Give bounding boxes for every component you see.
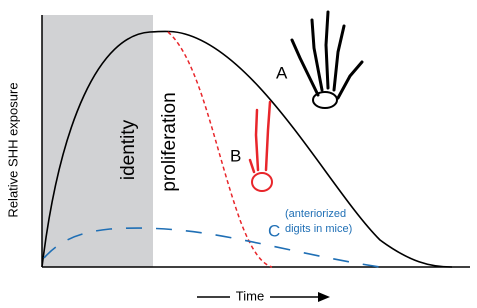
y-axis-label: Relative SHH exposure	[5, 82, 20, 217]
hand-b-icon	[250, 102, 272, 191]
arrow-head	[318, 292, 330, 302]
region-label: identity	[118, 119, 139, 180]
curve-note: digits in mice)	[285, 223, 352, 235]
hand-a-icon	[292, 12, 362, 108]
curve-label: B	[230, 146, 241, 165]
x-axis-label: Time	[236, 288, 264, 303]
curve-note: (anteriorized	[285, 208, 346, 220]
region-label: proliferation	[159, 92, 180, 191]
figure: Relative SHH exposure identity prolifera…	[0, 0, 477, 308]
curve-label: C	[268, 221, 280, 240]
curve-label: A	[276, 63, 288, 82]
